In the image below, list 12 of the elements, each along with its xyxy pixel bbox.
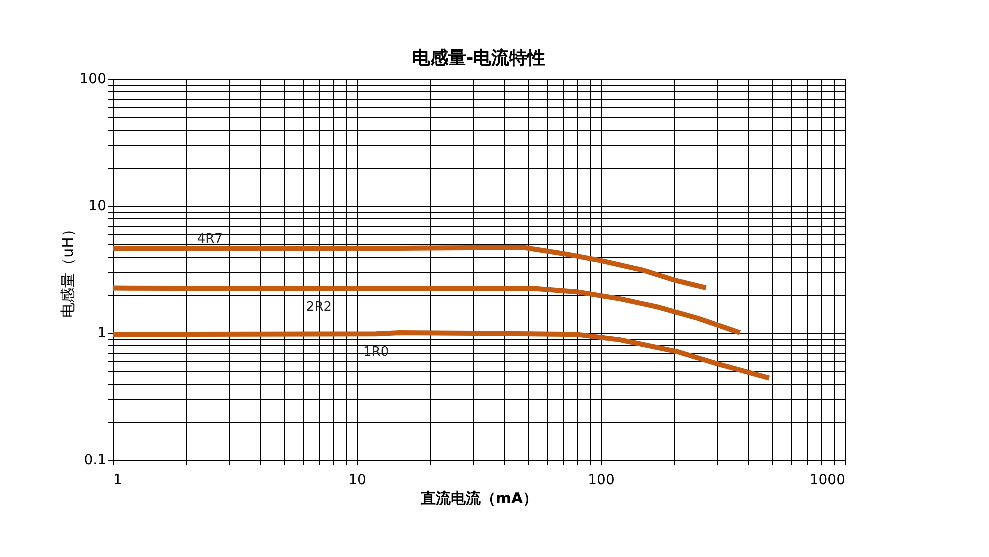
x-tick-label: 100: [588, 472, 615, 488]
chart-title: 电感量-电流特性: [412, 48, 546, 69]
y-tick-label: 1: [98, 326, 106, 342]
x-tick-label: 1: [114, 472, 122, 488]
x-tick-label: 10: [348, 472, 366, 488]
series-label: 4R7: [197, 232, 223, 247]
y-tick-label: 0.1: [84, 452, 106, 468]
y-axis-title: 电感量（uH）: [58, 222, 77, 318]
y-tick-label: 100: [80, 72, 106, 88]
x-tick-label: 1000: [810, 472, 846, 488]
y-tick-label: 10: [88, 198, 106, 214]
x-axis-title: 直流电流（mA）: [420, 490, 538, 508]
